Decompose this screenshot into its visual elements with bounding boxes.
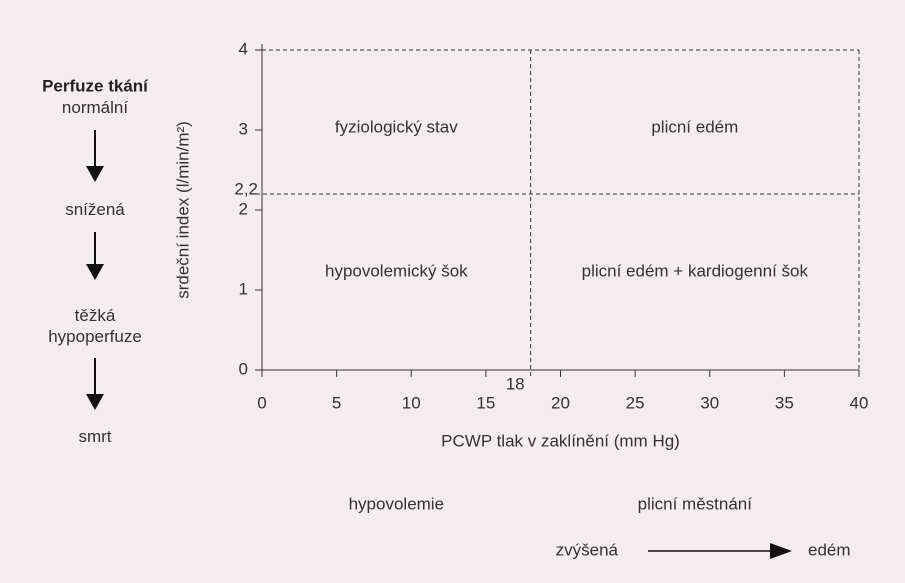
y-tick-label: 0 [239,359,248,378]
x-tick-label: 25 [626,393,645,412]
down-arrowhead [86,166,104,182]
quadrant-label: plicní edém [651,117,738,136]
x-tick-label: 35 [775,393,794,412]
quadrant-label: plicní edém + kardiogenní šok [582,261,809,280]
down-arrowhead [86,394,104,410]
x-axis-label: PCWP tlak v zaklínění (mm Hg) [441,431,680,450]
down-arrowhead [86,264,104,280]
threshold-y-label: 2,2 [234,179,258,198]
y-tick-label: 2 [239,199,248,218]
x-tick-label: 10 [402,393,421,412]
y-tick-label: 1 [239,279,248,298]
perfusion-title: Perfuze tkání [42,76,149,95]
scale-arrowhead [770,543,792,559]
threshold-x-label: 18 [506,374,525,393]
x-tick-label: 5 [332,393,341,412]
scale-to: edém [808,540,851,559]
perfusion-level: snížená [65,200,125,219]
x-tick-label: 0 [257,393,266,412]
quadrant-label: hypovolemický šok [325,261,468,280]
y-tick-label: 3 [239,119,248,138]
y-axis-label: srdeční index (l/min/m²) [173,121,192,299]
perfusion-level: normální [61,98,129,117]
perfusion-level: těžká hypoperfuze [48,306,142,346]
perfusion-level: smrt [78,427,112,446]
x-tick-label: 30 [700,393,719,412]
x-group-label: plicní městnání [638,494,753,513]
y-tick-label: 4 [239,39,248,58]
x-tick-label: 15 [476,393,495,412]
x-group-label: hypovolemie [349,494,444,513]
x-tick-label: 40 [850,393,869,412]
quadrant-label: fyziologický stav [335,117,458,136]
x-tick-label: 20 [551,393,570,412]
scale-from: zvýšená [556,540,619,559]
